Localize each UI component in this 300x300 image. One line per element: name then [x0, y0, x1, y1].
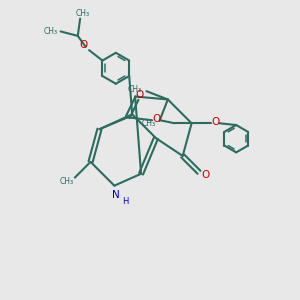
- Text: CH₃: CH₃: [76, 9, 90, 18]
- Text: CH₃: CH₃: [59, 177, 74, 186]
- Text: CH₃: CH₃: [141, 119, 155, 128]
- Text: H: H: [122, 196, 129, 206]
- Text: O: O: [136, 90, 144, 100]
- Text: O: O: [80, 40, 88, 50]
- Text: CH₃: CH₃: [44, 27, 58, 36]
- Text: O: O: [152, 114, 161, 124]
- Text: O: O: [202, 170, 210, 180]
- Text: O: O: [211, 117, 220, 127]
- Text: CH₃: CH₃: [128, 85, 142, 94]
- Text: N: N: [112, 190, 120, 200]
